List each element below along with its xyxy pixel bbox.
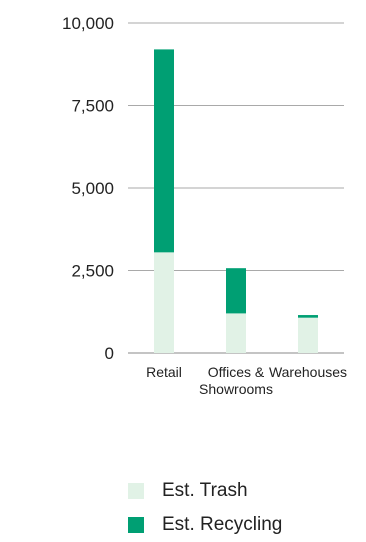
y-tick-label: 2,500 [71, 262, 114, 281]
bar-trash-1 [226, 313, 246, 353]
bar-trash-0 [154, 252, 174, 353]
bars [154, 49, 318, 353]
x-category-label: Offices & Showrooms [199, 364, 273, 397]
bar-recycling-2 [298, 315, 318, 318]
y-axis-tick-labels: 0 2,500 5,000 7,500 10,000 [62, 14, 114, 363]
y-tick-label: 5,000 [71, 179, 114, 198]
x-category-label: Retail [146, 364, 182, 380]
bar-recycling-0 [154, 49, 174, 253]
legend-label-recycling: Est. Recycling [162, 514, 283, 535]
legend-swatch-trash [128, 483, 144, 499]
legend-item-recycling: Est. Recycling [128, 508, 282, 542]
y-tick-label: 7,500 [71, 97, 114, 116]
legend-item-trash: Est. Trash [128, 474, 282, 508]
bar-recycling-1 [226, 268, 246, 314]
legend: Est. Trash Est. Recycling [128, 474, 282, 542]
legend-label-trash: Est. Trash [162, 480, 248, 501]
legend-swatch-recycling [128, 517, 144, 533]
bar-trash-2 [298, 317, 318, 353]
y-tick-label: 0 [105, 344, 114, 363]
x-category-label: Warehouses [269, 364, 347, 380]
y-tick-label: 10,000 [62, 14, 114, 33]
